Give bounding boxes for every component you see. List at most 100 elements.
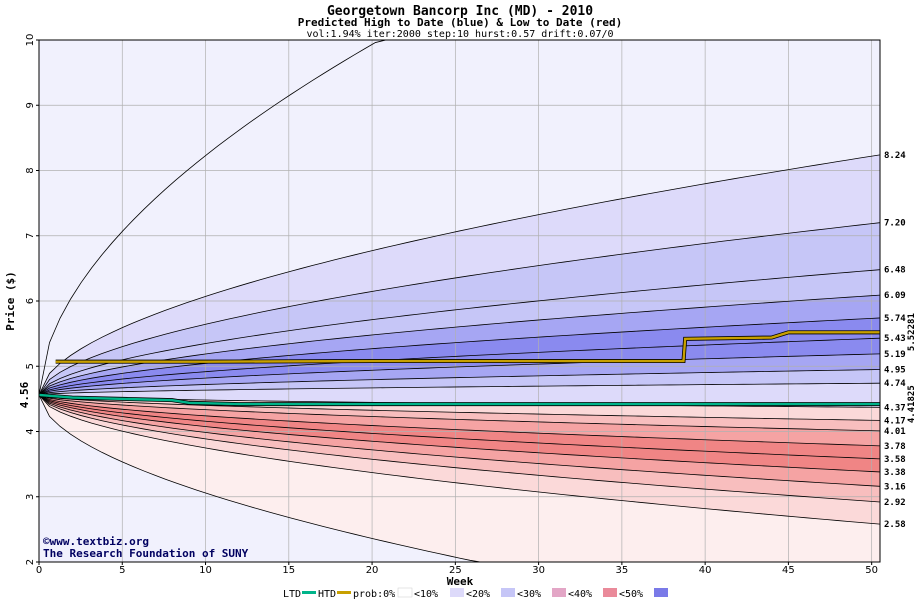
legend-item-40: <40% xyxy=(568,589,592,600)
legend-ltd-swatch xyxy=(302,591,316,594)
right-label-5.74: 5.74 xyxy=(884,314,906,324)
band-upper-outer xyxy=(39,40,880,395)
x-tick-50: 50 xyxy=(865,565,878,576)
quantile-line-7.20 xyxy=(38,222,881,396)
legend-item-30: <30% xyxy=(517,589,541,600)
right-label-2.92: 2.92 xyxy=(884,498,906,508)
right-label-8.24: 8.24 xyxy=(884,151,906,161)
right-labels: 8.24 7.20 6.48 6.09 5.74 5.43 5.19 4.95 4.74 4.37… xyxy=(884,151,917,530)
band-lower-6 xyxy=(39,394,880,487)
legend-prob-label: prob:0% xyxy=(353,589,395,600)
band-middle xyxy=(39,383,880,408)
band-lower-2 xyxy=(39,394,880,431)
x-tick-45: 45 xyxy=(782,565,795,576)
quantile-line-5.43 xyxy=(38,337,881,396)
x-tick-15: 15 xyxy=(282,565,295,576)
y-tick-7: 7 xyxy=(25,233,36,239)
quantile-line-4.95 xyxy=(38,369,881,396)
legend-swatch-50 xyxy=(654,588,668,597)
band-lower-8 xyxy=(39,394,880,525)
legend-swatch-30 xyxy=(552,588,566,597)
start-price-label: 4.56 xyxy=(18,381,31,408)
band-lower-3 xyxy=(39,394,880,446)
right-label-3.38: 3.38 xyxy=(884,468,906,478)
right-label-5.43: 5.43 xyxy=(884,334,906,344)
quantile-line-3.78 xyxy=(38,394,881,447)
band-upper-1 xyxy=(39,154,880,395)
x-tick-5: 5 xyxy=(119,565,125,576)
x-tick-0: 0 xyxy=(36,565,42,576)
legend-swatch-40 xyxy=(603,588,617,597)
x-tick-25: 25 xyxy=(449,565,462,576)
x-tick-35: 35 xyxy=(616,565,629,576)
legend-ltd-label: LTD xyxy=(283,589,301,600)
band-upper-4 xyxy=(39,295,880,395)
legend-item-10: <10% xyxy=(414,589,438,600)
x-tick-40: 40 xyxy=(699,565,712,576)
quantile-line-3.58 xyxy=(38,394,881,460)
legend-htd-swatch xyxy=(337,591,351,594)
series-end-label-ltd: 4.41825 xyxy=(907,385,917,423)
legend-item-20: <20% xyxy=(466,589,490,600)
band-upper-7 xyxy=(39,353,880,395)
series-end-label-htd: 5.52281 xyxy=(907,313,917,351)
series-ltd-line xyxy=(38,393,880,406)
band-lower-1 xyxy=(39,394,880,421)
y-tick-2: 2 xyxy=(25,559,36,565)
band-lower-outer xyxy=(39,394,880,562)
legend-swatch-10 xyxy=(450,588,464,597)
quantile-line-3.16 xyxy=(38,394,881,487)
y-tick-8: 8 xyxy=(25,167,36,173)
band-lower-5 xyxy=(39,394,880,472)
y-tick-3: 3 xyxy=(25,494,36,500)
chart-params: vol:1.94% iter:2000 step:10 hurst:0.57 d… xyxy=(306,29,613,40)
x-axis-label: Week xyxy=(447,575,474,588)
quantile-line-4.17 xyxy=(38,394,881,421)
quantile-line-4.74 xyxy=(38,382,881,396)
band-upper-5 xyxy=(39,317,880,395)
right-label-4.95: 4.95 xyxy=(884,366,906,376)
band-lower-4 xyxy=(39,394,880,459)
x-tick-30: 30 xyxy=(532,565,545,576)
right-label-6.48: 6.48 xyxy=(884,266,906,276)
right-label-3.16: 3.16 xyxy=(884,482,906,492)
quantile-line-2.58 xyxy=(38,394,881,525)
y-axis-label: Price ($) xyxy=(4,271,17,331)
quantile-line-5.19 xyxy=(38,353,881,396)
right-label-4.37: 4.37 xyxy=(884,403,906,413)
right-label-5.19: 5.19 xyxy=(884,350,906,360)
right-label-4.74: 4.74 xyxy=(884,379,906,389)
quantile-line-8.24 xyxy=(38,154,881,396)
series-lines xyxy=(38,330,880,407)
y-tick-10: 10 xyxy=(25,34,36,47)
legend-item-50: <50% xyxy=(619,589,643,600)
chart-subtitle: Predicted High to Date (blue) & Low to D… xyxy=(298,16,623,29)
legend-swatch-0 xyxy=(397,587,413,598)
legend-swatch-20 xyxy=(501,588,515,597)
x-tick-10: 10 xyxy=(199,565,212,576)
legend: LTD HTD prob:0% <10% <20% <30% <40% <50% xyxy=(283,587,668,600)
right-label-6.09: 6.09 xyxy=(884,291,906,301)
right-label-3.58: 3.58 xyxy=(884,455,906,465)
y-tick-9: 9 xyxy=(25,102,36,108)
credit-org: The Research Foundation of SUNY xyxy=(43,547,249,560)
y-tick-4: 4 xyxy=(25,428,36,434)
right-label-4.17: 4.17 xyxy=(884,416,906,426)
quantile-line-3.38 xyxy=(38,394,881,473)
x-axis-ticks: 0 5 10 15 20 25 30 35 40 45 50 xyxy=(36,562,878,576)
right-label-4.01: 4.01 xyxy=(884,427,906,437)
series-htd-line xyxy=(55,331,880,363)
right-label-2.58: 2.58 xyxy=(884,520,906,530)
y-axis-ticks: 2 3 4 5 6 7 8 9 10 xyxy=(25,34,39,565)
credit-site: ©www.textbiz.org xyxy=(43,535,149,548)
quantile-line-6.48 xyxy=(38,269,881,396)
legend-htd-label: HTD xyxy=(318,589,336,600)
quantile-line-4.01 xyxy=(38,394,881,432)
right-label-3.78: 3.78 xyxy=(884,442,906,452)
chart-title: Georgetown Bancorp Inc (MD) - 2010 xyxy=(327,4,593,19)
right-label-7.20: 7.20 xyxy=(884,219,906,229)
y-tick-5: 5 xyxy=(25,363,36,369)
band-lower-7 xyxy=(39,394,880,502)
band-upper-2 xyxy=(39,222,880,395)
